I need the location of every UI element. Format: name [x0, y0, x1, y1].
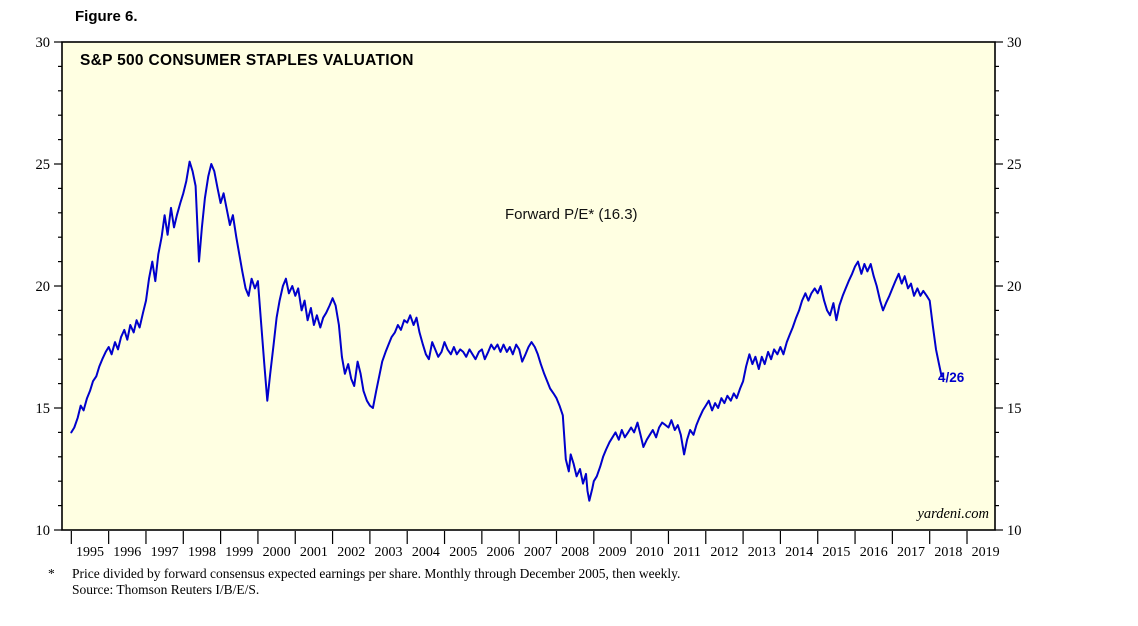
x-axis-year-label: 2013 — [748, 545, 776, 560]
x-axis-year-label: 2006 — [487, 545, 515, 560]
x-axis-year-label: 1999 — [225, 545, 253, 560]
y-axis-label-right: 15 — [1007, 401, 1022, 417]
x-axis-year-label: 1995 — [76, 545, 104, 560]
x-axis-year-label: 2018 — [934, 545, 962, 560]
x-axis-year-label: 2004 — [412, 545, 440, 560]
figure-label: Figure 6. — [75, 8, 138, 25]
x-axis-year-label: 2011 — [673, 545, 700, 560]
x-axis-year-label: 2002 — [337, 545, 365, 560]
x-axis-year-label: 1996 — [113, 545, 141, 560]
chart-title: S&P 500 CONSUMER STAPLES VALUATION — [80, 52, 414, 69]
x-axis-year-label: 2008 — [561, 545, 589, 560]
yardeni-watermark: yardeni.com — [917, 506, 989, 522]
y-axis-label-right: 20 — [1007, 279, 1022, 295]
x-axis-year-label: 2009 — [598, 545, 626, 560]
x-axis-year-label: 1998 — [188, 545, 216, 560]
x-axis-year-label: 2015 — [822, 545, 850, 560]
x-axis-year-label: 2007 — [524, 545, 552, 560]
x-axis-year-label: 2010 — [636, 545, 664, 560]
y-axis-label-right: 25 — [1007, 157, 1022, 173]
y-axis-label-left: 10 — [36, 523, 51, 539]
y-axis-label-left: 25 — [36, 157, 51, 173]
y-axis-label-left: 15 — [36, 401, 51, 417]
x-axis-year-label: 1997 — [151, 545, 179, 560]
x-axis-year-label: 2005 — [449, 545, 477, 560]
y-axis-label-right: 10 — [1007, 523, 1022, 539]
latest-value-date-label: 4/26 — [938, 370, 965, 385]
x-axis-year-label: 2001 — [300, 545, 328, 560]
x-axis-year-label: 2000 — [263, 545, 291, 560]
footnote-definition: Price divided by forward consensus expec… — [72, 566, 681, 581]
footnote-asterisk: * — [48, 566, 55, 581]
x-axis-year-label: 2012 — [710, 545, 738, 560]
y-axis-label-right: 30 — [1007, 35, 1022, 51]
x-axis-year-label: 2003 — [375, 545, 403, 560]
y-axis-label-left: 20 — [36, 279, 51, 295]
series-annotation: Forward P/E* (16.3) — [505, 206, 638, 223]
forward-pe-line — [70, 160, 943, 502]
x-axis-year-label: 2017 — [897, 545, 925, 560]
y-axis-label-left: 30 — [36, 35, 51, 51]
x-axis-year-label: 2014 — [785, 545, 813, 560]
x-axis-year-label: 2019 — [972, 545, 1000, 560]
plot-area — [61, 41, 996, 531]
footnote-source: Source: Thomson Reuters I/B/E/S. — [72, 582, 260, 597]
x-axis-year-label: 2016 — [860, 545, 888, 560]
